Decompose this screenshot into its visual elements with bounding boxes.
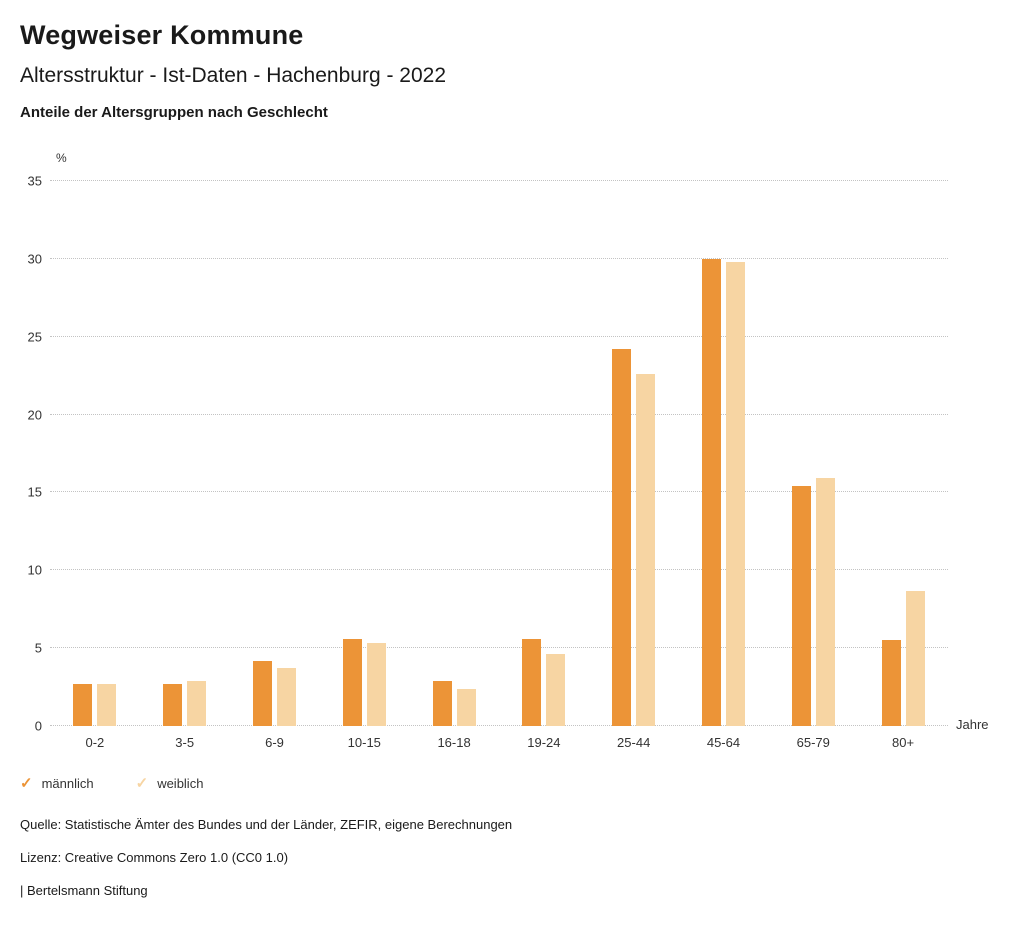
- x-axis-unit-label: Jahre: [956, 717, 989, 732]
- bar-männlich-6-9[interactable]: [252, 660, 272, 726]
- bar-männlich-80+[interactable]: [881, 640, 901, 726]
- legend-item-weiblich[interactable]: ✓ weiblich: [136, 776, 204, 791]
- x-tick-label-19-24: 19-24: [527, 735, 561, 750]
- y-axis-unit-label: %: [56, 151, 67, 165]
- x-tick-label-6-9: 6-9: [265, 735, 284, 750]
- license-note: Lizenz: Creative Commons Zero 1.0 (CC0 1…: [20, 850, 289, 865]
- y-tick-label: 15: [27, 484, 42, 500]
- bar-männlich-65-79[interactable]: [791, 486, 811, 726]
- x-tick-label-3-5: 3-5: [175, 735, 195, 750]
- attribution-note: | Bertelsmann Stiftung: [20, 883, 148, 898]
- x-tick-label-0-2: 0-2: [85, 735, 105, 750]
- y-tick-label: 30: [27, 251, 42, 267]
- bar-männlich-3-5[interactable]: [163, 683, 183, 726]
- y-tick-label: 35: [27, 173, 42, 189]
- bar-weiblich-45-64[interactable]: [725, 261, 745, 726]
- bar-group-80+: [858, 181, 948, 726]
- bar-männlich-16-18[interactable]: [432, 680, 452, 726]
- bar-männlich-19-24[interactable]: [522, 638, 542, 726]
- y-axis: 0 5 10 15 20 25 30 35: [20, 175, 50, 733]
- y-tick-label: 0: [34, 718, 42, 734]
- y-tick-label: 10: [27, 562, 42, 578]
- y-tick-label: 20: [27, 407, 42, 423]
- x-tick-label-45-64: 45-64: [706, 735, 741, 750]
- gridline: [50, 180, 948, 181]
- x-axis-labels: 0-2 3-5 6-9 10-15 16-18 19-24 25-44 45-64 65-79 8…: [50, 735, 948, 750]
- x-tick-label-65-79: 65-79: [796, 735, 830, 750]
- bar-weiblich-6-9[interactable]: [276, 668, 296, 726]
- legend-label: männlich: [41, 776, 94, 791]
- legend-label: weiblich: [157, 776, 204, 791]
- gridline: [50, 725, 948, 726]
- gridline: [50, 569, 948, 571]
- x-tick-label-80+: 80+: [892, 735, 915, 750]
- bar-chart: % 0 5 10 15 20 25 30 35 Jahre 0-2 3-5 6-9 10-15 16-…: [20, 151, 1004, 750]
- check-icon: ✓: [135, 775, 149, 792]
- gridline: [50, 413, 948, 415]
- bar-weiblich-19-24[interactable]: [546, 654, 566, 726]
- gridline: [50, 491, 948, 493]
- bar-männlich-0-2[interactable]: [73, 683, 93, 726]
- page: Wegweiser Kommune Altersstruktur - Ist-D…: [20, 20, 1004, 898]
- bar-group-25-44: [589, 181, 679, 726]
- gridline: [50, 257, 948, 259]
- bar-group-65-79: [768, 181, 858, 726]
- chart-subtitle: Altersstruktur - Ist-Daten - Hachenburg …: [20, 64, 447, 87]
- chart-heading: Anteile der Altersgruppen nach Geschlech…: [20, 104, 328, 121]
- page-title: Wegweiser Kommune: [20, 20, 304, 50]
- check-icon: ✓: [20, 775, 33, 792]
- plot-row: 0 5 10 15 20 25 30 35 Jahre: [20, 175, 1004, 733]
- bar-group-3-5: [140, 181, 230, 726]
- footer: Quelle: Statistische Ämter des Bundes un…: [20, 817, 1004, 898]
- bar-weiblich-3-5[interactable]: [187, 680, 207, 726]
- x-tick-label-25-44: 25-44: [617, 735, 651, 750]
- gridline: [50, 335, 948, 337]
- x-tick-label-16-18: 16-18: [437, 735, 471, 750]
- legend: ✓ männlich ✓ weiblich: [20, 776, 1004, 791]
- bar-weiblich-10-15[interactable]: [366, 643, 386, 726]
- bar-weiblich-16-18[interactable]: [456, 688, 476, 726]
- bar-weiblich-0-2[interactable]: [97, 683, 117, 726]
- y-tick-label: 25: [27, 329, 42, 345]
- bar-weiblich-80+[interactable]: [905, 590, 925, 726]
- bar-group-10-15: [319, 181, 409, 726]
- bar-männlich-25-44[interactable]: [612, 349, 632, 726]
- bar-groups: [50, 181, 948, 726]
- bar-group-0-2: [50, 181, 140, 726]
- plot-area: [50, 180, 948, 726]
- gridline: [50, 647, 948, 649]
- source-note: Quelle: Statistische Ämter des Bundes un…: [20, 817, 513, 832]
- bar-weiblich-65-79[interactable]: [815, 478, 835, 726]
- x-tick-label-10-15: 10-15: [347, 735, 381, 750]
- bar-männlich-10-15[interactable]: [342, 638, 362, 726]
- bar-group-19-24: [499, 181, 589, 726]
- bar-group-16-18: [409, 181, 499, 726]
- bar-weiblich-25-44[interactable]: [636, 374, 656, 726]
- legend-item-männlich[interactable]: ✓ männlich: [20, 776, 94, 791]
- bar-group-6-9: [230, 181, 320, 726]
- bar-männlich-45-64[interactable]: [701, 258, 721, 726]
- y-tick-label: 5: [34, 640, 42, 656]
- bar-group-45-64: [679, 181, 769, 726]
